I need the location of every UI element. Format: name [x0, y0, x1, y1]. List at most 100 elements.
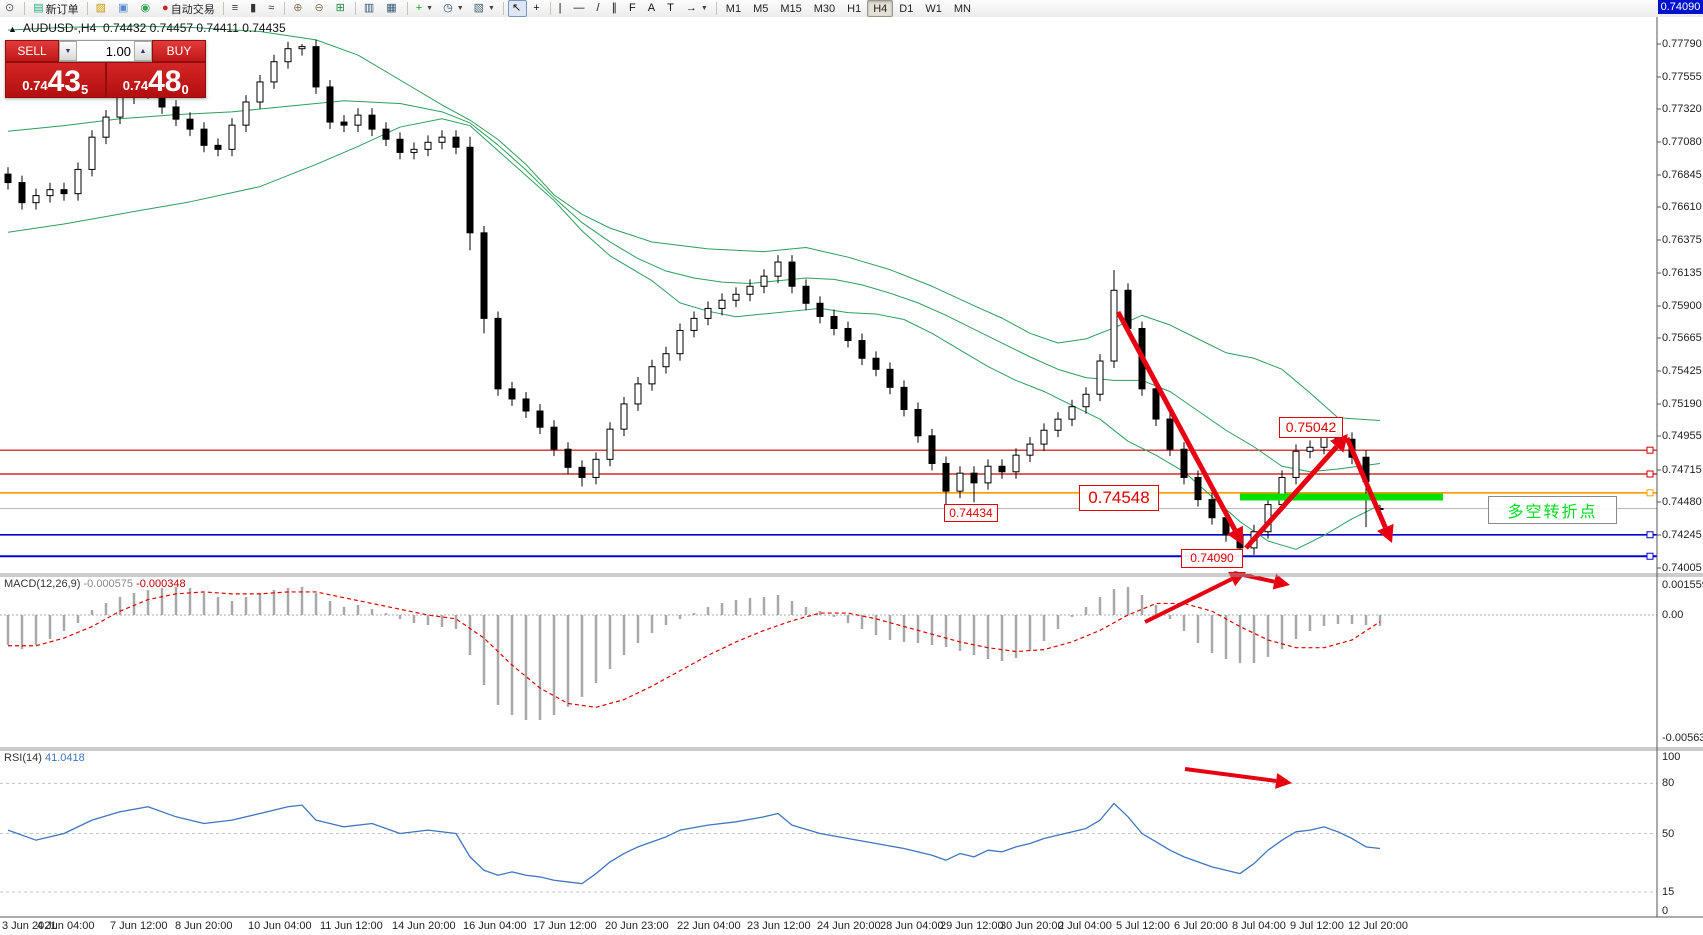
time-label-17-Jun-12-00[interactable]: 17 Jun 12:00	[533, 920, 597, 932]
timeframe-w1-button[interactable]: W1	[925, 2, 942, 15]
macd-arrow-1[interactable]	[1144, 577, 1233, 624]
zoom-in-icon[interactable]: ⊕	[293, 2, 303, 14]
timeframe-m15-button[interactable]: M15	[780, 2, 802, 15]
price-tick-0.76610[interactable]: 0.76610	[1662, 201, 1702, 213]
time-label-8-Jun-20-00[interactable]: 8 Jun 20:00	[175, 920, 233, 932]
sell-button[interactable]: SELL	[5, 40, 59, 62]
tile-windows-icon[interactable]: ⊞	[335, 2, 345, 14]
time-label-3-Jun-2021[interactable]: 3 Jun 2021	[2, 920, 57, 932]
time-label-2-Jul-04-00[interactable]: 2 Jul 04:00	[1058, 920, 1112, 932]
time-label-16-Jun-04-00[interactable]: 16 Jun 04:00	[463, 920, 527, 932]
sell-price-button[interactable]: 0.74 43 5	[5, 62, 106, 98]
chart-area[interactable]	[0, 17, 1703, 935]
line-chart-icon[interactable]: ≈	[268, 2, 275, 14]
time-label-7-Jun-12-00[interactable]: 7 Jun 12:00	[110, 920, 168, 932]
time-label-30-Jun-20-00[interactable]: 30 Jun 20:00	[1000, 920, 1064, 932]
buy-price-button[interactable]: 0.74 48 0	[105, 62, 206, 98]
new-order-button[interactable]: ▤ 新订单	[33, 2, 79, 16]
trend-arrow-3[interactable]	[1344, 437, 1388, 529]
callout-0.74548[interactable]: 0.74548	[1079, 485, 1159, 511]
volume-decrease-button[interactable]: ▼	[59, 41, 77, 61]
symbol-search-icon[interactable]: ⊙	[5, 2, 15, 14]
timeframe-m5-button[interactable]: M5	[753, 2, 769, 15]
price-tick-0.76845[interactable]: 0.76845	[1662, 169, 1702, 181]
time-label-29-Jun-12-00[interactable]: 29 Jun 12:00	[940, 920, 1004, 932]
time-label-6-Jul-20-00[interactable]: 6 Jul 20:00	[1174, 920, 1228, 932]
callout-0.75042[interactable]: 0.75042	[1279, 417, 1343, 438]
time-label-5-Jul-12-00[interactable]: 5 Jul 12:00	[1116, 920, 1170, 932]
line-handle[interactable]	[1646, 552, 1654, 560]
text-tool[interactable]: A	[647, 2, 656, 14]
time-label-28-Jun-04-00[interactable]: 28 Jun 04:00	[880, 920, 944, 932]
time-label-20-Jun-23-00[interactable]: 20 Jun 23:00	[605, 920, 669, 932]
buy-button[interactable]: BUY	[152, 40, 206, 62]
price-tick-0.75190[interactable]: 0.75190	[1662, 398, 1702, 410]
channel-tool[interactable]: ∥	[611, 2, 618, 14]
arrows-tool[interactable]: → ▼	[685, 2, 708, 14]
arrange-windows-icon[interactable]: ▥	[363, 2, 375, 14]
autotrade-button[interactable]: ● 自动交易	[162, 2, 215, 16]
time-label-23-Jun-12-00[interactable]: 23 Jun 12:00	[747, 920, 811, 932]
price-tick-0.77320[interactable]: 0.77320	[1662, 103, 1702, 115]
candlestick-chart-icon[interactable]: ▮	[250, 2, 257, 14]
timeframe-d1-button[interactable]: D1	[899, 2, 914, 15]
price-tick-0.74245[interactable]: 0.74245	[1662, 529, 1702, 541]
price-tick-0.76135[interactable]: 0.76135	[1662, 267, 1702, 279]
timeframe-m1-button[interactable]: M1	[725, 2, 742, 15]
time-label-24-Jun-20-00[interactable]: 24 Jun 20:00	[817, 920, 881, 932]
timeframe-mn-button[interactable]: MN	[953, 2, 971, 15]
zoom-out-icon[interactable]: ⊖	[314, 2, 324, 14]
fibonacci-tool[interactable]: F	[629, 2, 636, 14]
periods-button[interactable]: ◷ ▼	[443, 2, 464, 14]
price-tick-0.75900[interactable]: 0.75900	[1662, 300, 1702, 312]
price-tick-0.75665[interactable]: 0.75665	[1662, 332, 1702, 344]
price-tick-0.77555[interactable]: 0.77555	[1662, 71, 1702, 83]
line-handle[interactable]	[1646, 470, 1654, 478]
time-label-22-Jun-04-00[interactable]: 22 Jun 04:00	[677, 920, 741, 932]
time-label-4-Jun-04-00[interactable]: 4 Jun 04:00	[37, 920, 95, 932]
time-label-11-Jun-12-00[interactable]: 11 Jun 12:00	[320, 920, 383, 932]
trend-arrow-2[interactable]	[1244, 445, 1339, 550]
time-label-14-Jun-20-00[interactable]: 14 Jun 20:00	[392, 920, 456, 932]
time-label-8-Jul-04-00[interactable]: 8 Jul 04:00	[1232, 920, 1286, 932]
rsi-arrow[interactable]	[1184, 767, 1277, 783]
line-handle[interactable]	[1646, 489, 1654, 497]
callout-0.74090[interactable]: 0.74090	[1181, 549, 1243, 568]
timeframe-h1-button[interactable]: H1	[847, 2, 862, 15]
terminal-icon[interactable]: ▣	[118, 2, 129, 14]
callout-0.74434[interactable]: 0.74434	[944, 504, 998, 522]
trendline-tool[interactable]: /	[596, 2, 600, 14]
timeframe-m30-button[interactable]: M30	[813, 2, 836, 15]
line-handle[interactable]	[1646, 446, 1654, 454]
bar-chart-icon[interactable]: ≡	[231, 2, 239, 14]
volume-increase-button[interactable]: ▲	[134, 41, 152, 61]
vertical-line-tool[interactable]: |	[558, 2, 562, 14]
time-label-10-Jun-04-00[interactable]: 10 Jun 04:00	[248, 920, 312, 932]
templates-button[interactable]: ▧ ▼	[473, 2, 495, 14]
price-tick-0.77080[interactable]: 0.77080	[1662, 136, 1702, 148]
signal-icon[interactable]: ◉	[140, 2, 151, 14]
price-tick-0.74005[interactable]: 0.74005	[1662, 562, 1702, 574]
add-indicator-button[interactable]: + ▼	[415, 2, 434, 14]
price-tick-0.74955[interactable]: 0.74955	[1662, 430, 1702, 442]
price-tick-0.74715[interactable]: 0.74715	[1662, 464, 1702, 476]
volume-input[interactable]	[77, 41, 134, 61]
price-tick-0.74480[interactable]: 0.74480	[1662, 496, 1702, 508]
price-tick-0.75425[interactable]: 0.75425	[1662, 365, 1702, 377]
time-label-9-Jul-12-00[interactable]: 9 Jul 12:00	[1290, 920, 1344, 932]
pivot-text-box[interactable]: 多空转折点	[1488, 496, 1617, 524]
chart-canvas[interactable]	[0, 17, 1703, 935]
price-tick-0.76375[interactable]: 0.76375	[1662, 234, 1702, 246]
eraser-icon[interactable]: ▨	[95, 2, 107, 14]
timeframe-h4-button[interactable]: H4	[867, 0, 894, 17]
time-label-12-Jul-20-00[interactable]: 12 Jul 20:00	[1348, 920, 1408, 932]
horizontal-line-tool[interactable]: —	[573, 2, 585, 14]
text-label-tool[interactable]: T	[667, 2, 674, 14]
cascade-windows-icon[interactable]: ▦	[386, 2, 397, 14]
price-tick-0.77790[interactable]: 0.77790	[1662, 38, 1702, 50]
collapse-panel-icon[interactable]: ▲	[8, 24, 17, 34]
cursor-tool[interactable]: ↖	[507, 0, 528, 17]
line-handle[interactable]	[1646, 531, 1654, 539]
crosshair-tool[interactable]: +	[533, 2, 540, 14]
trend-arrow-1[interactable]	[1115, 310, 1238, 532]
